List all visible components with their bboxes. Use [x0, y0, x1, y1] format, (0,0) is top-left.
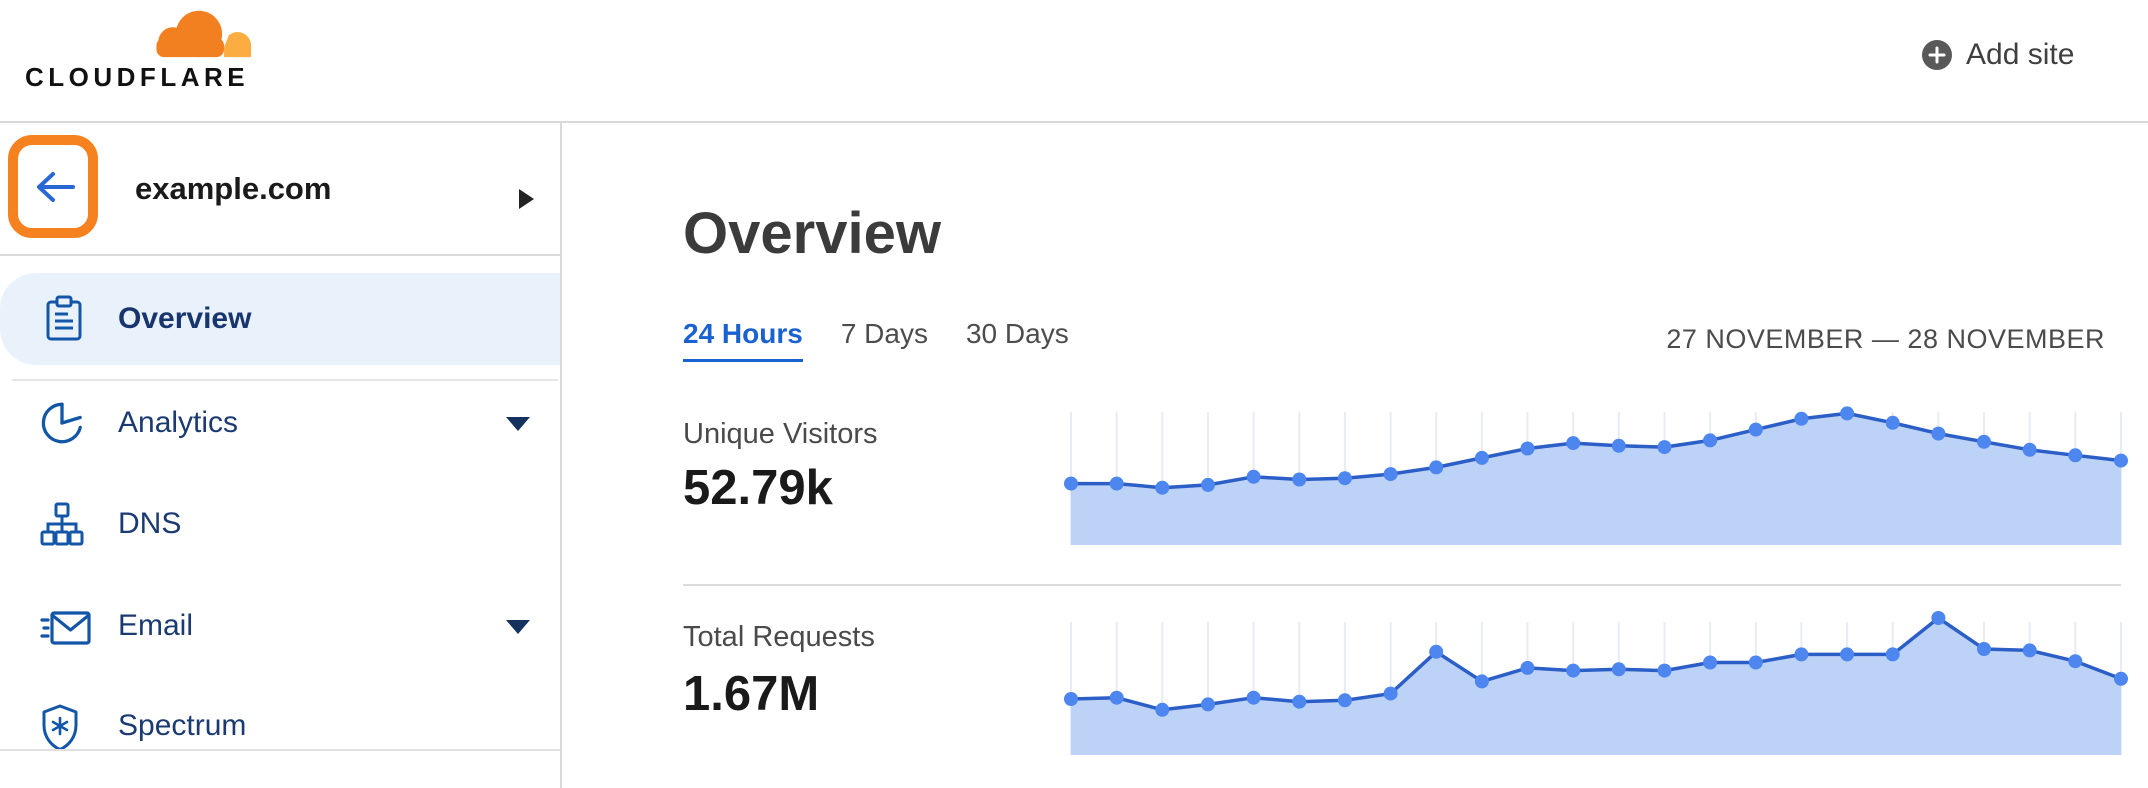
- unique-visitors-value: 52.79k: [683, 461, 833, 515]
- unique-visitors-label: Unique Visitors: [683, 418, 878, 450]
- chevron-down-icon[interactable]: [506, 417, 530, 431]
- sidebar-item-label: DNS: [118, 507, 182, 540]
- sidebar-item-label: Email: [118, 609, 194, 642]
- chevron-right-icon[interactable]: [519, 189, 534, 209]
- clipboard-icon: [46, 295, 82, 341]
- cloudflare-wordmark: CLOUDFLARE: [25, 62, 250, 92]
- top-bar: CLOUDFLARE Add site: [0, 0, 2148, 123]
- cloudflare-cloud-icon: [156, 10, 252, 60]
- sidebar: example.com Overview: [0, 123, 562, 788]
- sidebar-item-spectrum[interactable]: Spectrum: [0, 696, 560, 756]
- tab-30-days[interactable]: 30 Days: [965, 318, 1069, 349]
- total-requests-label: Total Requests: [683, 621, 875, 653]
- sidebar-item-label: Analytics: [118, 406, 239, 439]
- sidebar-item-analytics[interactable]: Analytics: [0, 393, 560, 453]
- sidebar-item-dns[interactable]: DNS: [0, 494, 560, 554]
- add-site-button[interactable]: Add site: [1922, 38, 2074, 72]
- shield-icon: [42, 704, 78, 751]
- sidebar-divider: [0, 749, 560, 751]
- page-title: Overview: [683, 201, 941, 266]
- back-button-highlight: [8, 135, 98, 238]
- back-button[interactable]: [33, 169, 77, 205]
- sidebar-item-email[interactable]: Email: [0, 596, 560, 656]
- sidebar-divider: [12, 379, 558, 381]
- unique-visitors-chart[interactable]: [1064, 400, 2128, 550]
- date-range-label: 27 NOVEMBER — 28 NOVEMBER: [1666, 324, 2105, 354]
- domain-name: example.com: [135, 171, 332, 206]
- total-requests-value: 1.67M: [683, 667, 820, 721]
- time-range-tabs: 24 Hours 7 Days 30 Days: [683, 318, 1069, 362]
- sidebar-item-overview[interactable]: Overview: [0, 273, 560, 365]
- plus-circle-icon: [1922, 40, 1952, 70]
- pie-chart-icon: [41, 402, 82, 444]
- cloudflare-logo[interactable]: CLOUDFLARE: [25, 4, 265, 96]
- tab-7-days[interactable]: 7 Days: [840, 318, 928, 349]
- sidebar-item-label: Spectrum: [118, 709, 247, 742]
- sidebar-item-label: Overview: [118, 302, 252, 335]
- tab-24-hours[interactable]: 24 Hours: [683, 318, 803, 362]
- total-requests-chart[interactable]: [1064, 610, 2128, 760]
- chevron-down-icon[interactable]: [506, 620, 530, 634]
- site-switcher[interactable]: example.com: [0, 123, 560, 256]
- section-divider: [683, 584, 2121, 586]
- add-site-label: Add site: [1966, 38, 2075, 71]
- sitemap-icon: [40, 502, 84, 546]
- back-arrow-icon: [37, 172, 75, 202]
- email-icon: [40, 611, 91, 645]
